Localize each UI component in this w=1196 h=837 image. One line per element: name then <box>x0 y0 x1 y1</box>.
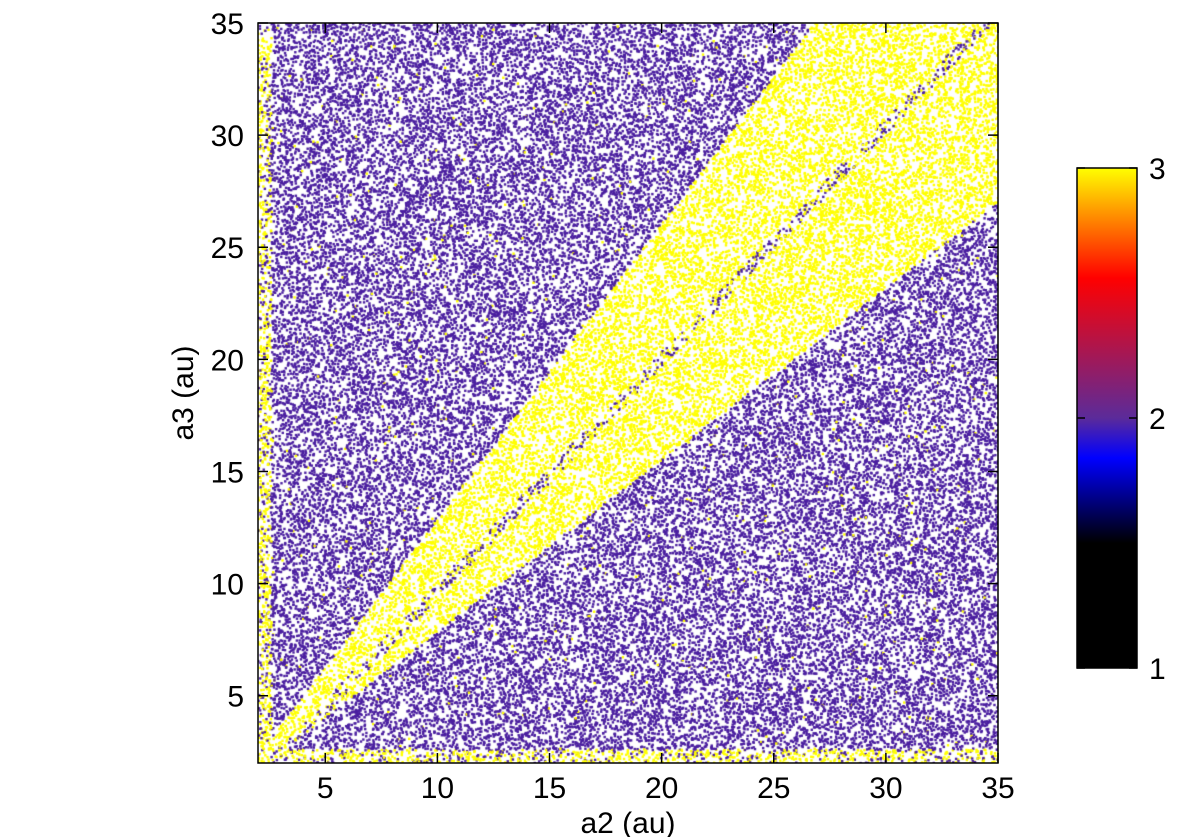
colorbar-gradient <box>1076 167 1138 669</box>
x-tick-label: 5 <box>317 772 334 805</box>
colorbar-tick-label: 3 <box>1149 153 1166 186</box>
y-tick-label: 25 <box>211 232 244 265</box>
plot-area <box>257 22 999 764</box>
y-tick-label: 5 <box>227 681 244 714</box>
x-tick-label: 15 <box>533 772 566 805</box>
y-tick-label: 20 <box>211 344 244 377</box>
plot-frame <box>257 22 999 764</box>
x-tick-label: 30 <box>869 772 902 805</box>
x-axis: 5 10 15 20 25 30 35 <box>317 23 1015 805</box>
y-tick-label: 15 <box>211 456 244 489</box>
colorbar: 1 2 3 <box>1076 153 1166 686</box>
y-tick-label: 30 <box>211 120 244 153</box>
x-axis-label: a2 (au) <box>580 807 675 837</box>
scatter-points <box>258 23 998 763</box>
x-tick-label: 25 <box>757 772 790 805</box>
y-tick-label: 35 <box>211 8 244 41</box>
y-axis-label: a3 (au) <box>167 345 200 440</box>
colorbar-tick-label: 2 <box>1149 403 1166 436</box>
x-tick-label: 10 <box>421 772 454 805</box>
x-tick-label: 35 <box>981 772 1014 805</box>
colorbar-ticks: 1 2 3 <box>1077 153 1166 686</box>
colorbar-tick-label: 1 <box>1149 653 1166 686</box>
y-axis: 5 10 15 20 25 30 35 <box>211 8 998 714</box>
x-tick-label: 20 <box>645 772 678 805</box>
y-tick-label: 10 <box>211 569 244 602</box>
